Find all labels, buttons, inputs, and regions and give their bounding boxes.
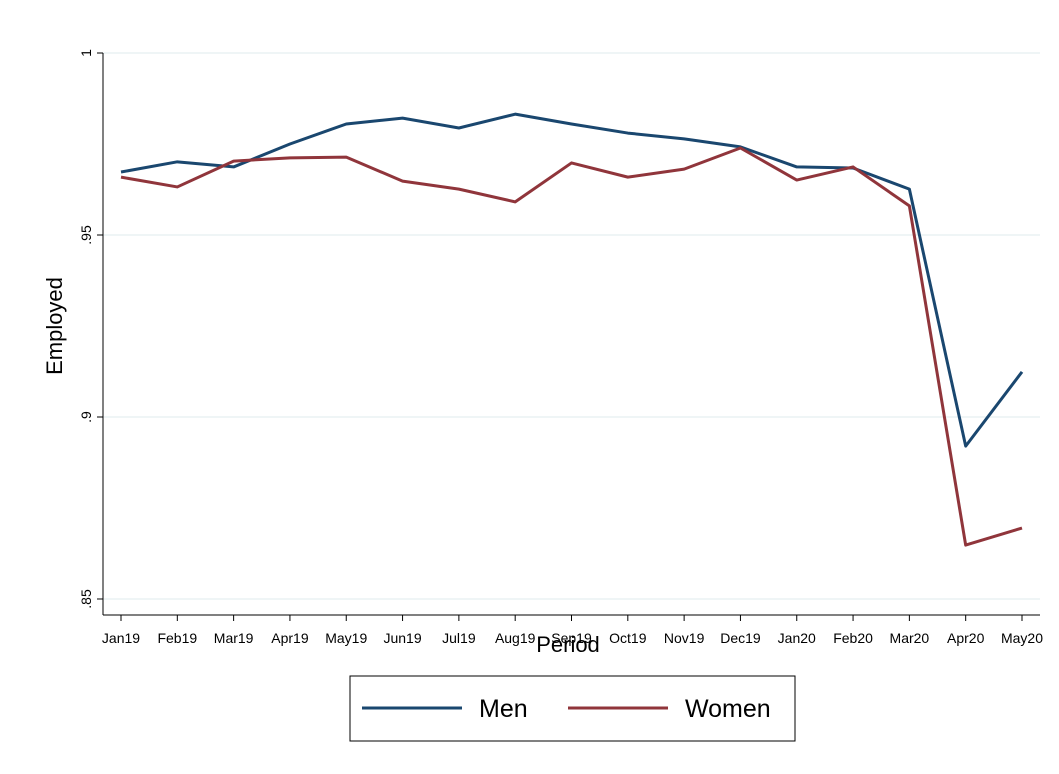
x-tick-label: Jan20 [778,630,816,646]
y-tick-label: .95 [78,225,94,245]
x-tick-label: Jan19 [102,630,140,646]
legend-label: Men [479,695,528,723]
x-tick-label: Feb20 [833,630,873,646]
x-tick-label: May20 [1001,630,1043,646]
x-tick-label: Mar19 [214,630,254,646]
x-tick-label: Apr19 [271,630,309,646]
x-tick-label: Nov19 [664,630,705,646]
x-tick-label: Sep19 [551,630,592,646]
x-tick-label: Jul19 [442,630,476,646]
x-tick-label: Feb19 [157,630,197,646]
y-tick-label: .9 [78,411,94,423]
x-tick-label: Mar20 [890,630,930,646]
x-tick-label: Aug19 [495,630,536,646]
legend-label: Women [685,695,771,723]
x-tick-label: May19 [325,630,367,646]
y-tick-label: .85 [78,589,94,609]
x-tick-label: Apr20 [947,630,985,646]
x-tick-label: Oct19 [609,630,647,646]
line-series [120,112,1024,448]
line-series [120,146,1023,547]
x-tick-label: Dec19 [720,630,761,646]
x-axis-label: Period [536,632,600,657]
y-axis-label: Employed [42,277,67,375]
y-tick-label: 1 [78,49,94,57]
x-tick-label: Jun19 [383,630,421,646]
